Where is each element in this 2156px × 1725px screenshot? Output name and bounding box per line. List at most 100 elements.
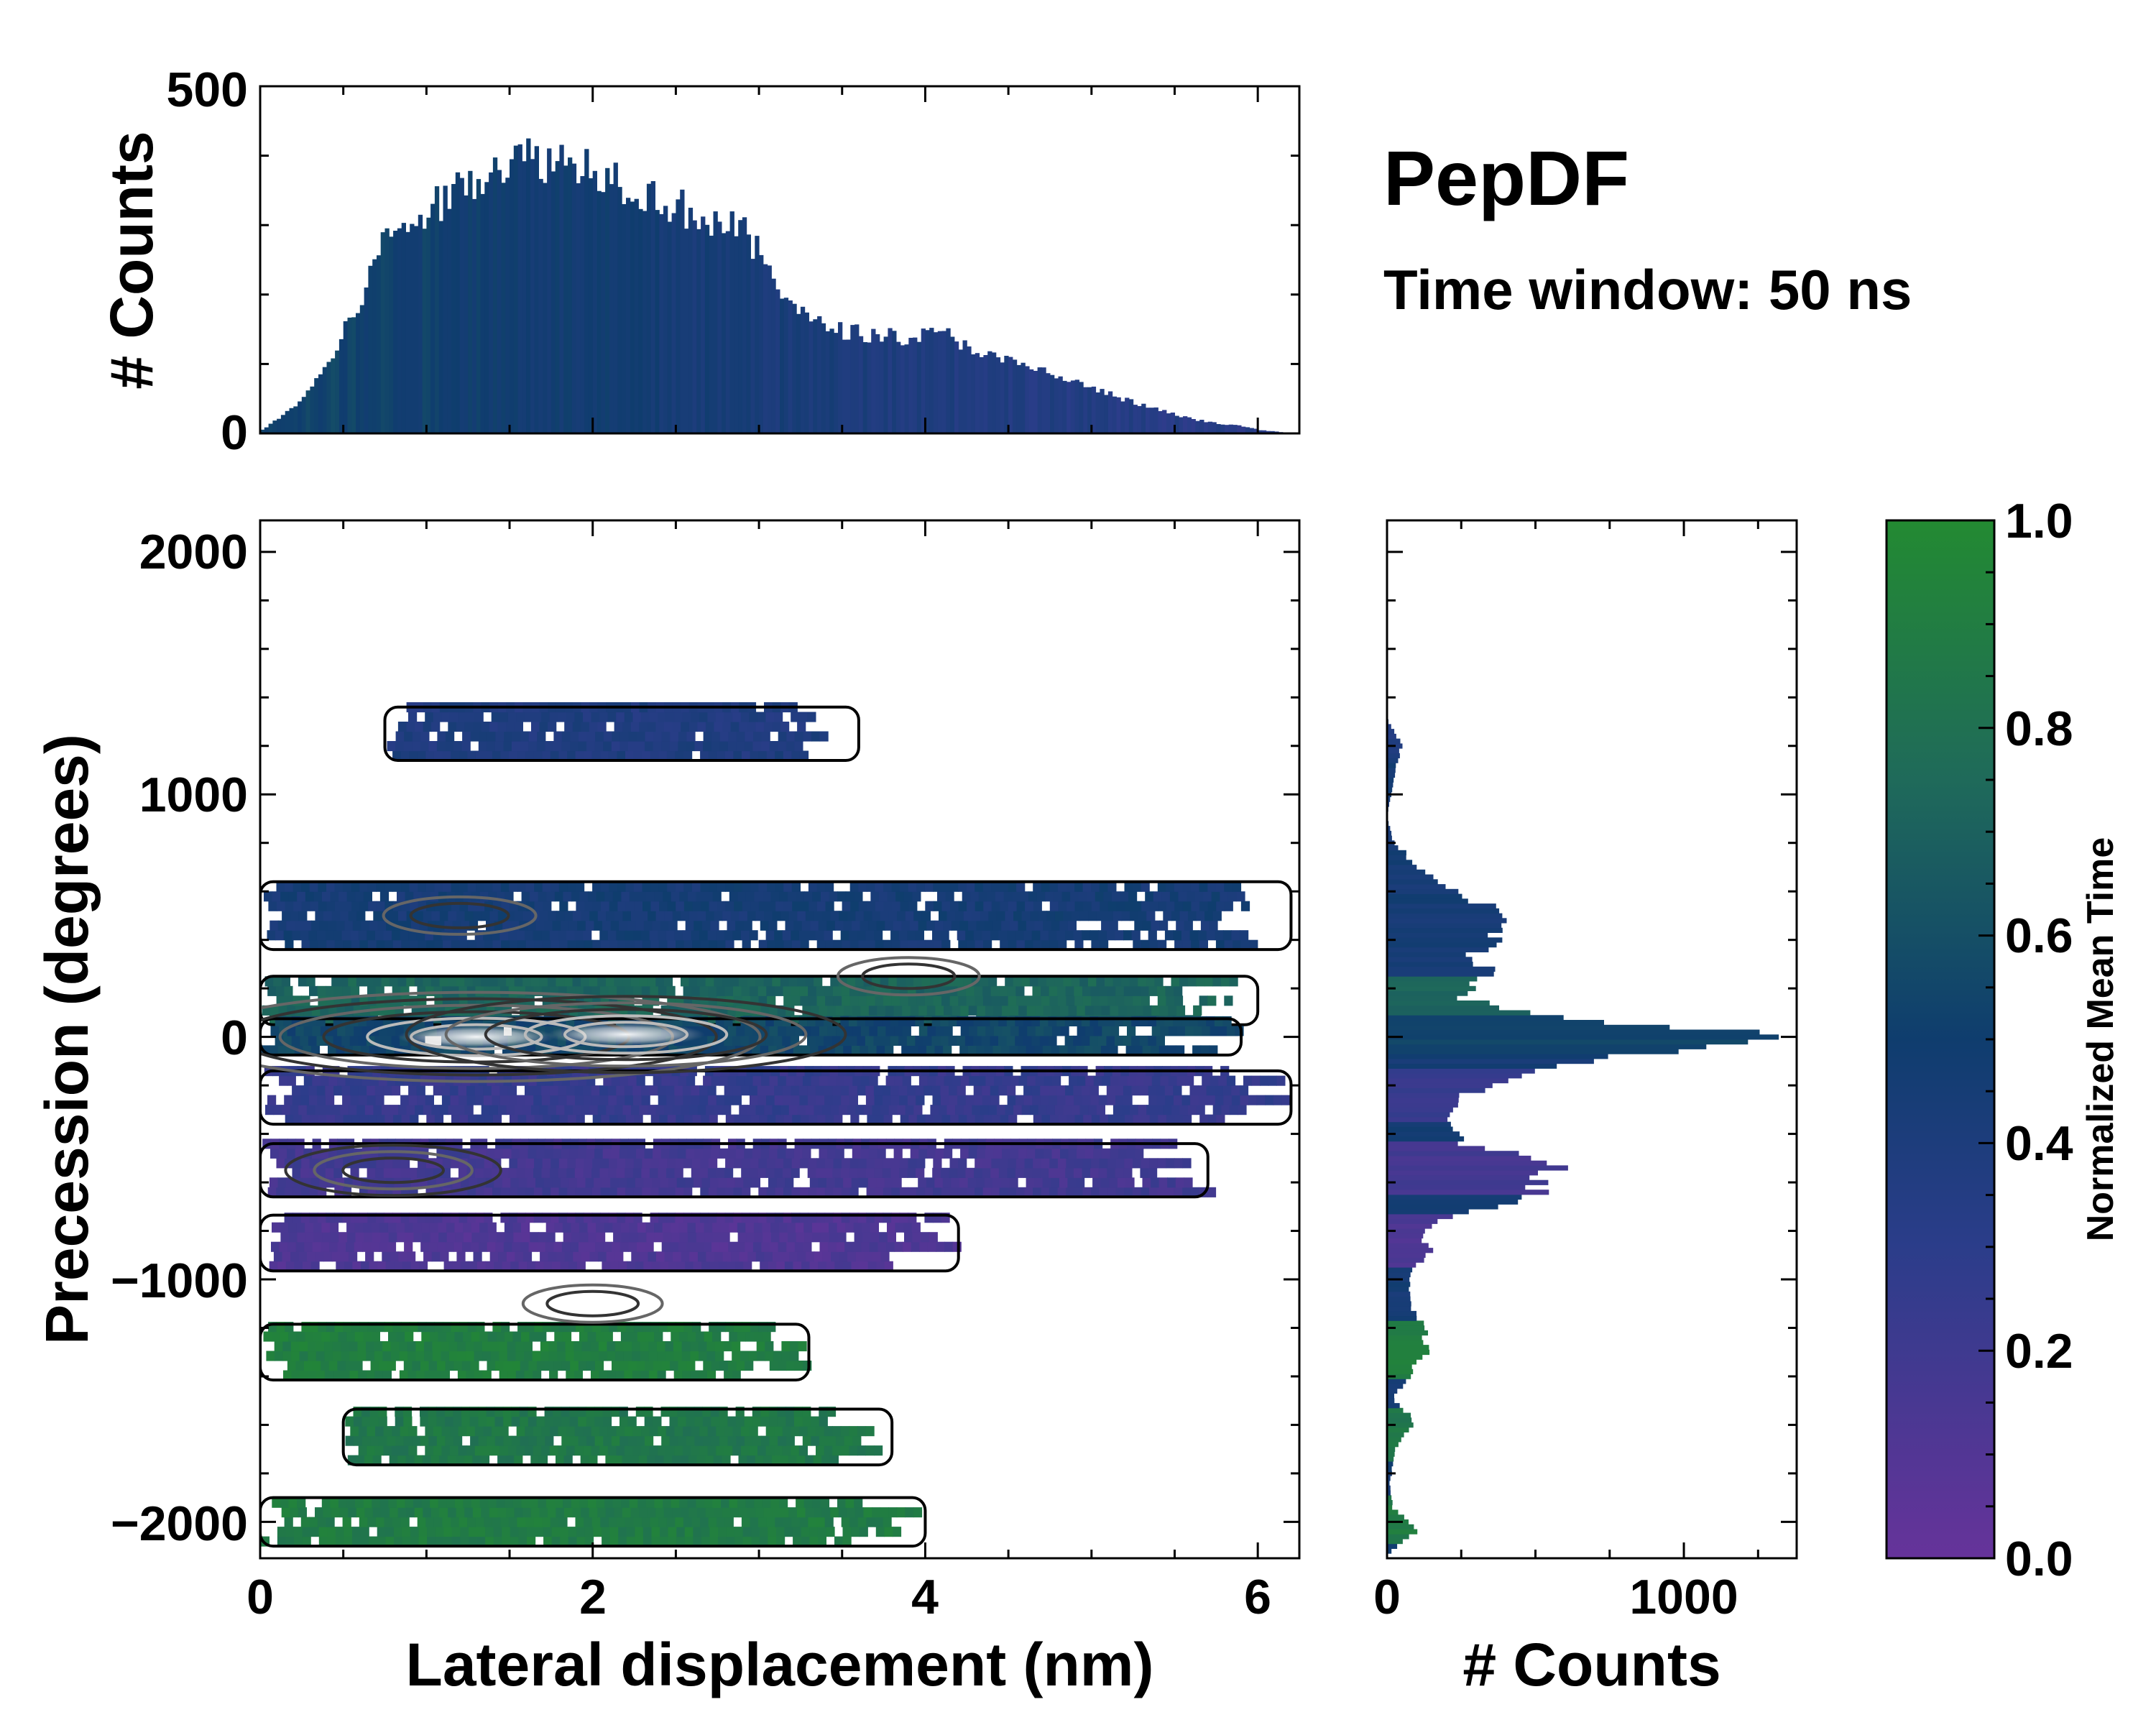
- heatmap-cell: [750, 881, 760, 892]
- heatmap-cell: [323, 1105, 333, 1116]
- heatmap-cell: [383, 1167, 392, 1178]
- heatmap-cell: [359, 1095, 368, 1105]
- heatmap-cell: [589, 1105, 599, 1116]
- heatmap-cell: [472, 1507, 482, 1518]
- heatmap-cell: [702, 1148, 711, 1159]
- heatmap-cell: [515, 1341, 525, 1352]
- heatmap-cell: [818, 1177, 827, 1188]
- heatmap-cell: [308, 1095, 318, 1105]
- heatmap-cell: [625, 750, 635, 761]
- heatmap-cell: [1156, 1035, 1165, 1046]
- heatmap-cell: [434, 1114, 444, 1125]
- heatmap-cell: [1097, 1035, 1107, 1046]
- heatmap-cell: [910, 1005, 919, 1016]
- top-histogram-bar: [580, 176, 585, 433]
- top-histogram-bar: [771, 278, 776, 433]
- heatmap-cell: [1008, 881, 1017, 892]
- heatmap-cell: [867, 1261, 877, 1271]
- heatmap-cell: [870, 891, 880, 902]
- heatmap-cell: [775, 1517, 784, 1527]
- heatmap-cell: [712, 1222, 722, 1233]
- heatmap-cell: [396, 1331, 405, 1342]
- top-histogram-bar: [401, 223, 406, 433]
- heatmap-cell: [717, 1187, 726, 1197]
- heatmap-cell: [679, 1497, 688, 1508]
- heatmap-cell: [627, 1416, 637, 1427]
- heatmap-cell: [476, 1536, 486, 1547]
- heatmap-cell: [944, 1241, 954, 1252]
- heatmap-cell: [312, 1241, 321, 1252]
- heatmap-cell: [549, 1445, 558, 1456]
- heatmap-cell: [379, 1241, 388, 1252]
- heatmap-cell: [811, 1435, 820, 1446]
- heatmap-cell: [992, 1177, 1002, 1188]
- heatmap-cell: [536, 741, 545, 752]
- heatmap-cell: [375, 1517, 385, 1527]
- heatmap-cell: [675, 750, 684, 761]
- heatmap-cell: [1196, 976, 1205, 987]
- heatmap-cell: [583, 1445, 592, 1456]
- heatmap-cell: [480, 1232, 489, 1243]
- heatmap-cell: [832, 1426, 842, 1437]
- heatmap-cell: [650, 1158, 660, 1169]
- heatmap-cell: [834, 920, 844, 931]
- top-histogram-bar: [954, 341, 959, 433]
- heatmap-cell: [1209, 920, 1218, 931]
- heatmap-cell: [614, 976, 623, 987]
- heatmap-cell: [655, 911, 665, 921]
- heatmap-cell: [747, 911, 757, 921]
- heatmap-cell: [1087, 891, 1096, 902]
- heatmap-cell: [392, 939, 402, 950]
- heatmap-cell: [573, 1370, 583, 1381]
- top-histogram-bar: [962, 340, 967, 433]
- top-histogram-bar: [571, 163, 577, 433]
- heatmap-cell: [907, 930, 916, 941]
- heatmap-cell: [718, 1527, 727, 1537]
- heatmap-cell: [296, 1331, 305, 1342]
- heatmap-cell: [413, 1222, 422, 1233]
- heatmap-cell: [571, 1497, 580, 1508]
- heatmap-cell: [1100, 1045, 1110, 1056]
- heatmap-cell: [631, 1105, 640, 1116]
- heatmap-cell: [424, 1351, 433, 1361]
- heatmap-cell: [663, 1507, 673, 1518]
- heatmap-cell: [354, 1435, 363, 1446]
- heatmap-cell: [554, 1497, 563, 1508]
- top-histogram-bar: [767, 265, 772, 433]
- heatmap-cell: [661, 1075, 671, 1086]
- heatmap-cell: [451, 1114, 461, 1125]
- heatmap-cell: [287, 1148, 296, 1159]
- heatmap-cell: [455, 1232, 464, 1243]
- heatmap-cell: [425, 881, 435, 892]
- heatmap-cell: [609, 1536, 619, 1547]
- heatmap-cell: [807, 1167, 816, 1178]
- heatmap-cell: [890, 1167, 900, 1178]
- heatmap-cell: [757, 985, 767, 996]
- heatmap-cell: [975, 901, 984, 911]
- heatmap-cell: [978, 891, 987, 902]
- heatmap-cell: [637, 731, 646, 742]
- heatmap-cell: [563, 1455, 573, 1466]
- heatmap-cell: [405, 1455, 415, 1466]
- heatmap-cell: [916, 1095, 925, 1105]
- heatmap-cell: [815, 1035, 824, 1046]
- heatmap-cell: [732, 1095, 742, 1105]
- heatmap-cell: [584, 1527, 594, 1537]
- heatmap-cell: [1060, 1005, 1069, 1016]
- heatmap-cell: [786, 741, 795, 752]
- heatmap-cell: [445, 741, 454, 752]
- heatmap-cell: [1076, 1177, 1085, 1188]
- heatmap-cell: [318, 939, 327, 950]
- heatmap-cell: [761, 1241, 770, 1252]
- heatmap-cell: [313, 1222, 322, 1233]
- heatmap-cell: [1013, 1105, 1023, 1116]
- heatmap-cell: [1066, 901, 1076, 911]
- heatmap-cell: [341, 1035, 351, 1046]
- heatmap-cell: [719, 731, 729, 742]
- heatmap-cell: [865, 1426, 875, 1437]
- heatmap-cell: [633, 750, 642, 761]
- top-histogram-bar: [1249, 428, 1254, 433]
- heatmap-cell: [346, 1331, 356, 1342]
- heatmap-cell: [572, 722, 581, 732]
- heatmap-cell: [619, 1148, 629, 1159]
